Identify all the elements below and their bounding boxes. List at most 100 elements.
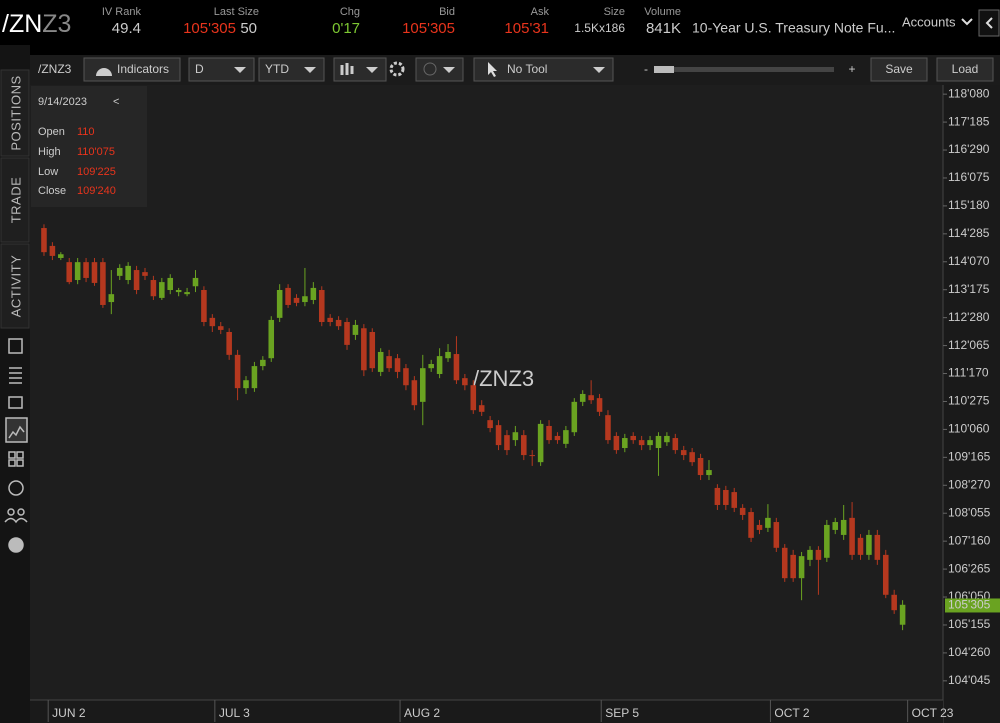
zoom-out[interactable]: - xyxy=(644,62,648,76)
stat-value: 1.5Kx186 xyxy=(574,21,625,35)
collapse-button[interactable] xyxy=(978,9,1000,37)
zoom-handle[interactable] xyxy=(654,66,674,73)
candle-body xyxy=(369,331,376,369)
tab-label[interactable]: ACTIVITY xyxy=(8,255,23,318)
tab[interactable] xyxy=(0,243,30,329)
stat-value: 49.4 xyxy=(112,20,141,37)
stat-label: Last Size xyxy=(214,6,259,18)
candle-body xyxy=(638,440,645,446)
last-price-tag xyxy=(945,598,1000,613)
aggregation-label[interactable]: D xyxy=(195,62,204,76)
candle-body xyxy=(318,290,325,323)
load-button[interactable] xyxy=(936,57,994,82)
candle-body xyxy=(184,292,190,295)
candle-body xyxy=(723,490,729,505)
candle-body xyxy=(487,420,493,429)
candle-body xyxy=(697,457,704,476)
candle-body xyxy=(445,351,451,359)
stat-label: Size xyxy=(604,6,625,18)
stat-value: 50 xyxy=(240,20,257,37)
crosshair-icon xyxy=(423,62,437,76)
candle-body xyxy=(495,425,502,446)
y-tick-label: 105'155 xyxy=(948,617,991,631)
load-label[interactable]: Load xyxy=(952,62,979,76)
accounts-chevron[interactable] xyxy=(961,18,973,26)
save-button[interactable] xyxy=(870,57,928,82)
y-tick-label: 112'280 xyxy=(948,310,990,324)
collapse-icon xyxy=(985,17,993,29)
candle-body xyxy=(335,319,342,327)
candle-body xyxy=(537,423,544,463)
y-axis-area xyxy=(943,85,1000,723)
dropdown-arrow xyxy=(366,67,378,73)
y-tick-label: 104'045 xyxy=(948,673,991,687)
tool-label[interactable]: No Tool xyxy=(507,62,547,76)
tab[interactable] xyxy=(0,69,30,157)
candle-body xyxy=(327,317,333,323)
candle-body xyxy=(706,470,712,476)
candle-body xyxy=(361,328,367,371)
accounts-button[interactable]: Accounts xyxy=(902,14,956,29)
indicators-label[interactable]: Indicators xyxy=(117,62,169,76)
aggregation-dropdown[interactable] xyxy=(188,57,255,82)
candle-body xyxy=(478,405,485,412)
candle-body xyxy=(899,604,906,625)
sidebar-icons[interactable] xyxy=(4,338,28,553)
x-tick-label: JUL 3 xyxy=(219,706,250,720)
y-tick-label: 116'290 xyxy=(948,142,990,156)
toolbar-symbol[interactable]: /ZNZ3 xyxy=(38,62,72,76)
range-label[interactable]: YTD xyxy=(265,62,289,76)
zoom-slider[interactable] xyxy=(654,67,834,72)
y-tick-label: 110'275 xyxy=(948,394,990,408)
info-label: High xyxy=(38,146,61,158)
save-label[interactable]: Save xyxy=(885,62,913,76)
candle-body xyxy=(394,358,401,372)
candle-body xyxy=(428,364,434,369)
candle-body xyxy=(470,385,477,411)
candle-body xyxy=(521,435,527,456)
tab-label[interactable]: TRADE xyxy=(8,177,23,224)
info-value: 110'075 xyxy=(77,146,115,158)
candle-body xyxy=(411,380,418,406)
y-tick-label: 116'075 xyxy=(948,170,990,184)
info-box xyxy=(31,86,147,207)
dropdown-arrow xyxy=(593,67,605,73)
candle-body xyxy=(217,326,224,330)
info-collapse[interactable]: < xyxy=(113,96,119,108)
candle-body xyxy=(546,425,552,441)
tab-label[interactable]: POSITIONS xyxy=(8,75,23,150)
chart-style-icon xyxy=(340,63,354,75)
y-tick-label: 109'165 xyxy=(948,450,991,464)
candle-body xyxy=(125,265,131,281)
candle-body xyxy=(891,594,897,611)
candle-body xyxy=(630,435,637,441)
y-tick-label: 110'060 xyxy=(948,422,990,436)
stat-value: 105'31 xyxy=(504,20,549,37)
crosshair-dropdown[interactable] xyxy=(415,57,464,82)
candle-body xyxy=(100,262,106,305)
candle-body xyxy=(175,290,182,293)
candle-body xyxy=(74,262,81,281)
description: 10-Year U.S. Treasury Note Fu... xyxy=(692,20,895,36)
y-tick-label: 112'065 xyxy=(948,338,990,352)
settings-icon[interactable] xyxy=(389,61,405,77)
candle-body xyxy=(142,272,148,276)
dropdown-arrow xyxy=(234,67,246,73)
candle-body xyxy=(765,517,771,528)
candle-body xyxy=(116,267,123,276)
candle-body xyxy=(352,324,359,335)
tool-dropdown[interactable] xyxy=(473,57,614,82)
x-tick-label: SEP 5 xyxy=(605,706,639,720)
stat-label: Volume xyxy=(644,6,681,18)
zoom-in[interactable]: + xyxy=(848,62,855,76)
y-tick-label: 118'080 xyxy=(948,86,990,100)
candle-body xyxy=(571,401,578,433)
range-dropdown[interactable] xyxy=(258,57,325,82)
tab[interactable] xyxy=(0,157,30,243)
candle-body xyxy=(386,356,392,369)
candle-body xyxy=(419,368,426,402)
candle-body xyxy=(866,534,872,555)
x-tick-label: OCT 23 xyxy=(912,706,954,720)
candle-body xyxy=(234,354,241,389)
y-tick-label: 115'180 xyxy=(948,198,990,212)
